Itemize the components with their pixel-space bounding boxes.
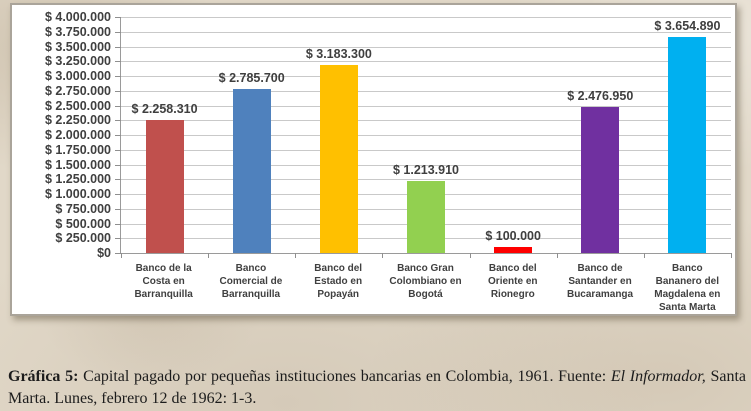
caption-source-title: El Informador, bbox=[610, 368, 706, 385]
plot-column: $ 2.258.310 $ 2.785.700 $ 3.183.300 $ 1.213… bbox=[115, 17, 732, 314]
x-tick-mark bbox=[556, 253, 558, 258]
y-tick-label: $ 1.000.000 bbox=[44, 187, 111, 201]
category-label-3: Banco del Estado en Popayán bbox=[314, 263, 363, 300]
y-tick-mark bbox=[115, 17, 121, 18]
y-tick-label: $ 500.000 bbox=[55, 216, 111, 231]
y-tick-label: $ 1.750.000 bbox=[44, 142, 111, 157]
y-tick-mark bbox=[115, 105, 121, 107]
gridline bbox=[121, 61, 731, 63]
gridline bbox=[121, 17, 731, 18]
bar-6 bbox=[581, 106, 620, 253]
y-tick-label: $ 1.250.000 bbox=[44, 172, 111, 187]
y-tick-mark bbox=[115, 120, 121, 122]
gridline bbox=[121, 120, 731, 122]
value-label-5: $ 100.000 bbox=[485, 229, 541, 244]
y-tick-mark bbox=[115, 223, 121, 225]
category-label-2: Banco Comercial de Barranquilla bbox=[219, 263, 283, 300]
chart-body: $ 4.000.000 $ 3.750.000 $ 3.500.000 $ 3.250… bbox=[12, 5, 735, 314]
gridline bbox=[121, 46, 731, 48]
y-tick-label: $0 bbox=[97, 246, 111, 260]
y-tick-label: $ 2.500.000 bbox=[44, 98, 111, 113]
value-label-6: $ 2.476.950 bbox=[567, 88, 634, 103]
y-tick-mark bbox=[115, 238, 121, 240]
plot-area: $ 2.258.310 $ 2.785.700 $ 3.183.300 $ 1.213… bbox=[115, 17, 732, 258]
bar-4 bbox=[407, 181, 445, 253]
y-tick-mark bbox=[115, 253, 121, 254]
y-axis: $ 4.000.000 $ 3.750.000 $ 3.500.000 $ 3.250… bbox=[20, 10, 120, 260]
bar-7 bbox=[668, 37, 707, 253]
bar-5 bbox=[494, 247, 533, 253]
bar-3 bbox=[319, 65, 358, 253]
gridline bbox=[121, 164, 731, 166]
x-tick-mark bbox=[295, 253, 297, 258]
x-tick-mark bbox=[731, 253, 732, 258]
x-tick-mark bbox=[208, 253, 210, 258]
y-tick-mark bbox=[115, 208, 121, 210]
bar-1 bbox=[145, 119, 184, 253]
gridline bbox=[121, 90, 731, 92]
caption-text-1: Capital pagado por pequeñas institucione… bbox=[78, 368, 611, 385]
y-tick-label: $ 2.250.000 bbox=[44, 113, 111, 128]
y-tick-mark bbox=[115, 90, 121, 92]
y-tick-label: $ 1.500.000 bbox=[44, 157, 111, 172]
value-label-1: $ 2.258.310 bbox=[131, 101, 198, 116]
category-label-7: Banco Bananero del Magdalena en Santa Ma… bbox=[654, 263, 721, 313]
caption-figure-label: Gráfica 5: bbox=[8, 368, 79, 385]
y-tick-mark bbox=[115, 179, 121, 181]
y-tick-label: $ 3.750.000 bbox=[44, 24, 111, 39]
y-tick-mark bbox=[115, 149, 121, 151]
y-tick-label: $ 250.000 bbox=[55, 231, 111, 246]
gridline bbox=[121, 105, 731, 107]
x-axis-labels: Banco de la Costa en Barranquilla Banco C… bbox=[120, 262, 731, 314]
y-tick-label: $ 3.250.000 bbox=[44, 54, 111, 69]
category-label-6: Banco de Santander en Bucaramanga bbox=[566, 263, 634, 300]
gridline bbox=[121, 179, 731, 181]
y-tick-label: $ 2.000.000 bbox=[44, 128, 111, 142]
category-label-5: Banco del Oriente en Rionegro bbox=[488, 263, 538, 300]
x-tick-mark bbox=[121, 253, 122, 258]
value-label-3: $ 3.183.300 bbox=[305, 47, 372, 62]
value-label-7: $ 3.654.890 bbox=[654, 19, 721, 34]
x-tick-mark bbox=[643, 253, 645, 258]
y-tick-mark bbox=[115, 194, 121, 195]
x-tick-mark bbox=[469, 253, 471, 258]
y-tick-mark bbox=[115, 61, 121, 63]
chart-frame: $ 4.000.000 $ 3.750.000 $ 3.500.000 $ 3.250… bbox=[10, 3, 737, 316]
value-label-2: $ 2.785.700 bbox=[218, 70, 285, 85]
x-tick-mark bbox=[382, 253, 384, 258]
y-tick-mark bbox=[115, 46, 121, 48]
y-tick-mark bbox=[115, 164, 121, 166]
y-tick-label: $ 3.000.000 bbox=[44, 69, 111, 83]
category-label-1: Banco de la Costa en Barranquilla bbox=[134, 263, 193, 300]
gridline bbox=[121, 76, 731, 77]
gridline bbox=[121, 149, 731, 151]
gridline bbox=[121, 135, 731, 136]
y-tick-mark bbox=[115, 135, 121, 136]
y-tick-label: $ 3.500.000 bbox=[44, 39, 111, 54]
y-tick-label: $ 750.000 bbox=[55, 201, 111, 216]
y-tick-mark bbox=[115, 76, 121, 77]
gridline bbox=[121, 31, 731, 33]
figure-caption: Gráfica 5: Capital pagado por pequeñas i… bbox=[8, 366, 746, 410]
y-tick-label: $ 2.750.000 bbox=[44, 83, 111, 98]
category-label-4: Banco Gran Colombiano en Bogotá bbox=[389, 263, 462, 300]
y-tick-mark bbox=[115, 31, 121, 33]
y-tick-label: $ 4.000.000 bbox=[44, 10, 111, 24]
bar-2 bbox=[232, 88, 271, 253]
value-label-4: $ 1.213.910 bbox=[392, 163, 460, 178]
caption-text-2: Santa Marta. Lunes, febrero 12 de 1962: … bbox=[8, 368, 747, 407]
